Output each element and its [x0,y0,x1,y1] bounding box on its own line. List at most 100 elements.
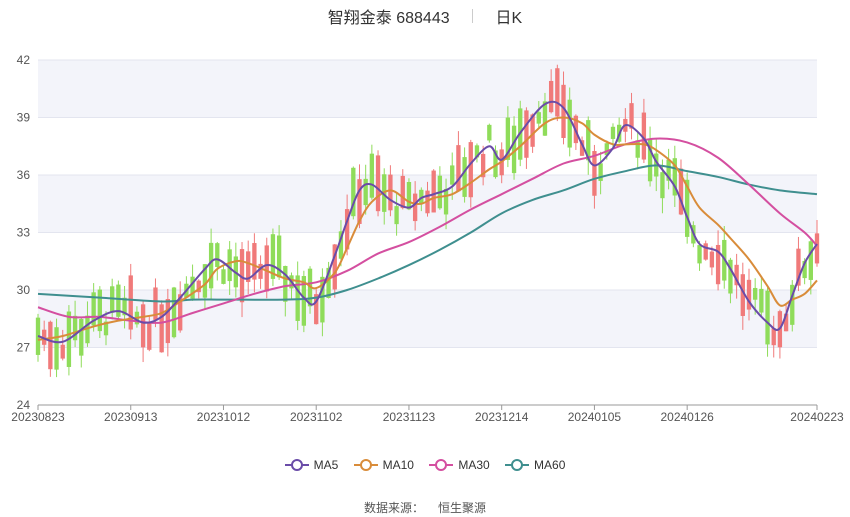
candle-body [369,153,375,198]
candle-body [548,80,554,113]
candle-body [542,101,548,136]
candle-body [771,328,776,346]
legend-item-ma5[interactable]: MA5 [284,458,338,472]
candle-body [610,126,616,139]
plot-band [38,117,817,175]
candle-body [641,112,647,160]
candle-body [586,120,591,161]
candle-body [647,138,653,182]
legend-label-ma10: MA10 [382,458,414,472]
series-line-ma60 [37,164,818,303]
legend-marker-ma60 [505,459,530,471]
candle-body [672,158,677,196]
y-tick-label: 39 [17,111,31,125]
candle-body [796,248,801,286]
candle-body [487,124,492,141]
candle-body [301,276,307,326]
legend-marker-ma30 [429,459,454,471]
candle-body [54,327,59,370]
candle-body [178,294,183,331]
candle-body [159,304,164,353]
candle-body [765,290,770,345]
candle-body [351,167,356,217]
candle-body [221,269,226,284]
series-line-ma5 [37,100,818,344]
y-tick-label: 33 [17,226,31,240]
candle-body [783,313,789,332]
x-tick-label: 20230913 [104,410,158,424]
candle-body [276,235,282,278]
candle-body [60,344,65,359]
x-tick-label: 20231123 [383,410,436,424]
candle-body [635,140,640,158]
x-tick-label: 20240105 [568,410,622,424]
candle-body [697,245,702,264]
candle-body [629,103,634,129]
candle-body [270,234,276,279]
legend-marker-ma10 [353,459,378,471]
x-tick-label: 20240126 [660,410,714,424]
candle-body [814,233,820,264]
candle-body [239,249,245,303]
title-separator [472,9,474,23]
candle-body [103,321,109,336]
candle-body [474,145,480,158]
candle-body [42,329,47,345]
candle-body [443,188,449,215]
candle-body [326,267,331,299]
legend-item-ma60[interactable]: MA60 [505,458,565,472]
candle-body [468,142,473,198]
candle-body [524,110,529,158]
y-tick-label: 36 [17,168,31,182]
candle-body [431,170,436,213]
candle-body [85,315,90,344]
candle-body [48,321,53,370]
candle-body [320,276,325,323]
candle-body [246,251,251,282]
plot-band [38,60,817,118]
y-tick-label: 27 [17,341,31,355]
x-tick-label: 20230823 [11,410,65,424]
candle-body [295,275,300,321]
candle-body [400,175,405,209]
candle-body [790,284,795,325]
candle-body [579,140,585,156]
candle-body [97,289,102,332]
candle-body [561,84,566,138]
candle-body [480,153,486,178]
candle-body [808,241,813,280]
candle-body [91,292,96,326]
candle-body [202,264,208,298]
candle-body [363,178,368,206]
candle-body [196,280,201,293]
candle-body [116,284,121,317]
candle-body [190,276,195,299]
candle-body [734,264,739,286]
x-tick-label: 20240223 [790,410,844,424]
candle-body [122,297,127,316]
series-line-ma10 [37,116,818,341]
candle-body [215,243,220,267]
legend-label-ma30: MA30 [458,458,490,472]
legend-item-ma30[interactable]: MA30 [429,458,490,472]
candle-body [110,286,115,313]
candle-body [208,242,214,289]
candle-body [604,143,609,156]
plot-band [38,347,817,405]
source-label: 数据来源： [363,501,424,515]
candle-body [314,294,319,325]
candle-body [227,249,232,282]
candle-body [678,168,684,215]
x-tick-label: 20231214 [475,410,529,424]
candle-body [493,150,498,178]
candle-body [412,193,418,222]
candle-body [746,279,752,310]
candle-body [753,287,758,300]
candle-body [685,179,690,237]
candle-body [759,288,764,313]
candle-body [709,251,715,268]
legend-item-ma10[interactable]: MA10 [353,458,414,472]
candle-body [375,155,381,212]
candle-body [530,114,535,147]
